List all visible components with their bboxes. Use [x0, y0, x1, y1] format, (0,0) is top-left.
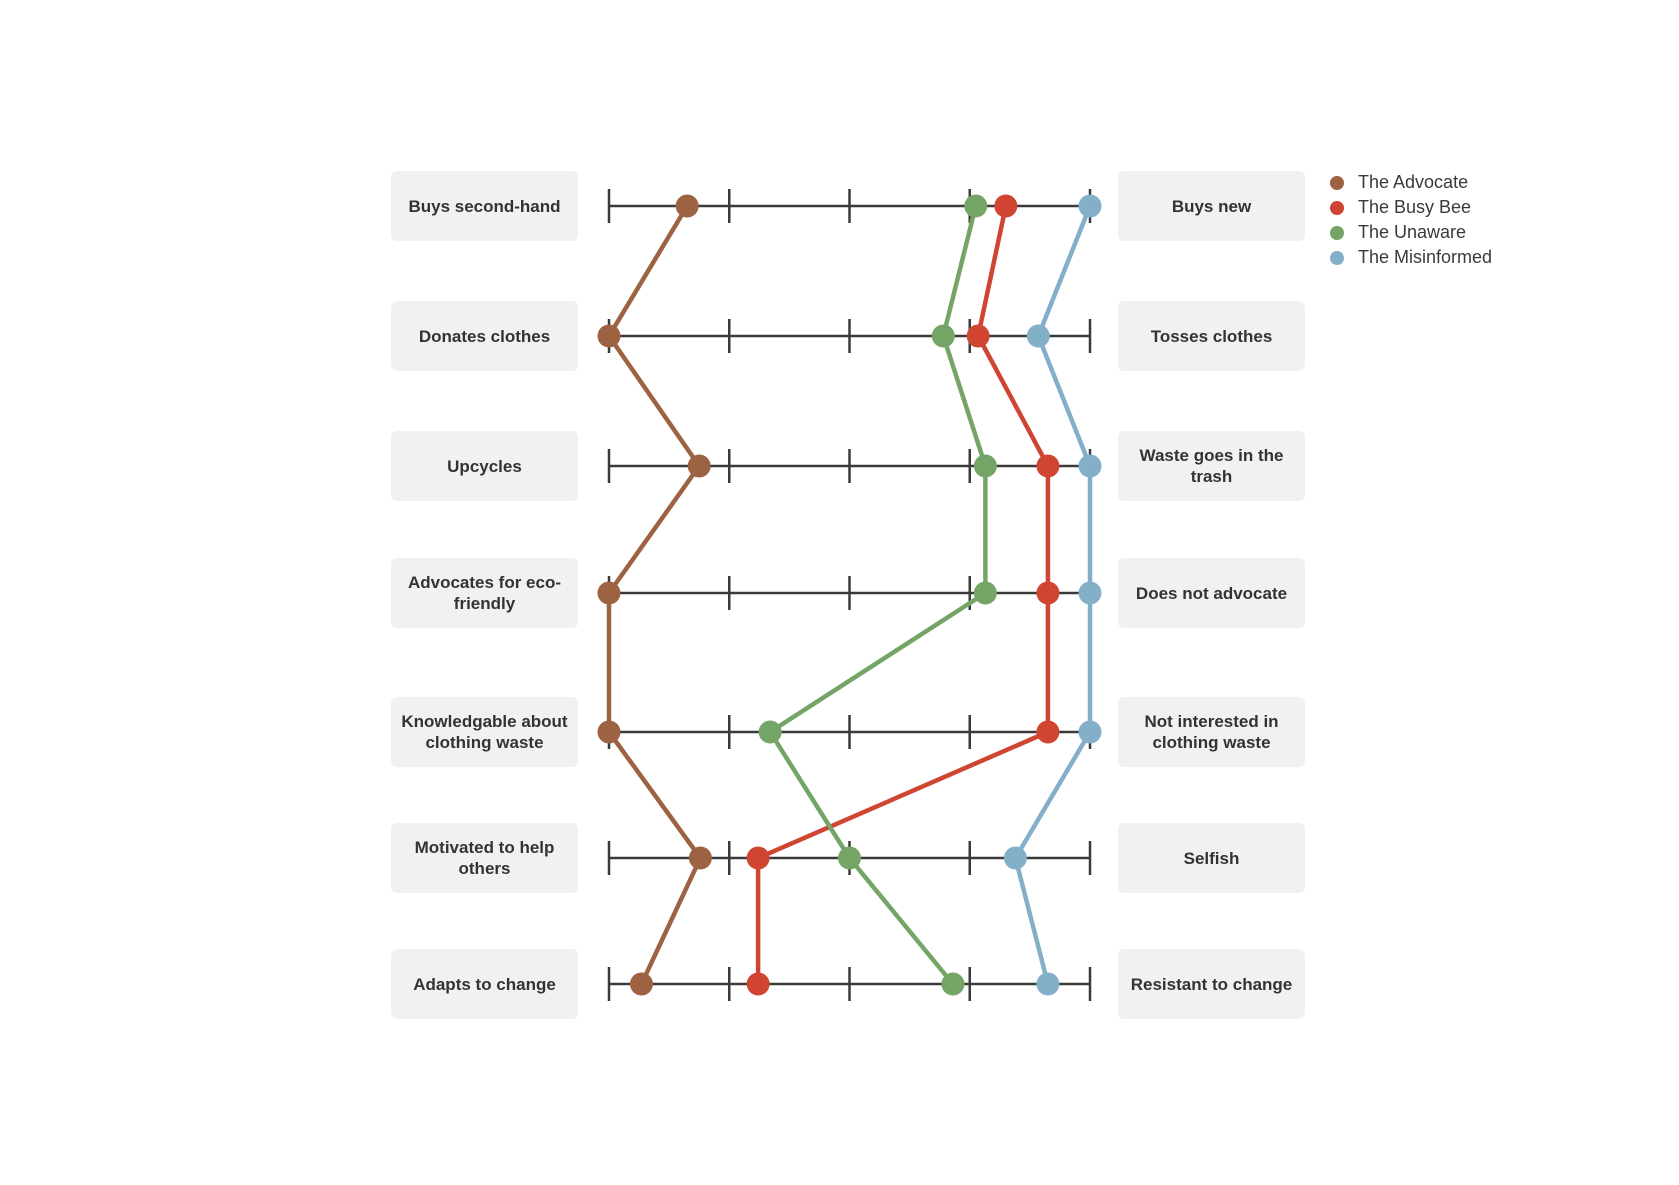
data-point [966, 324, 990, 348]
data-point [973, 581, 997, 605]
trait-label-left: Adapts to change [391, 949, 578, 1019]
trait-label-right: Resistant to change [1118, 949, 1305, 1019]
data-point [1026, 324, 1050, 348]
trait-label-left: Knowledgable about clothing waste [391, 697, 578, 767]
legend-marker-icon [1330, 250, 1344, 265]
data-point [597, 720, 621, 744]
data-point [1036, 720, 1060, 744]
data-point [1078, 720, 1102, 744]
data-point [1078, 454, 1102, 478]
trait-label-right: Tosses clothes [1118, 301, 1305, 371]
data-point [838, 846, 861, 870]
data-point [597, 581, 621, 605]
trait-label-left: Upcycles [391, 431, 578, 501]
legend-label: The Unaware [1358, 222, 1467, 242]
data-point [597, 324, 621, 348]
series-line-the-advocate [606, 204, 703, 985]
axes-layer [607, 189, 1092, 1001]
legend-item: The Busy Bee [1330, 195, 1492, 220]
trait-label-right: Does not advocate [1118, 558, 1305, 628]
data-point [931, 324, 955, 348]
data-point [941, 972, 965, 996]
trait-label-left: Donates clothes [391, 301, 578, 371]
trait-label-left: Buys second-hand [391, 171, 578, 241]
series-line-the-unaware [767, 205, 988, 986]
data-point [994, 194, 1018, 218]
data-point [964, 194, 988, 218]
legend-label: The Advocate [1358, 172, 1469, 192]
legend-item: The Advocate [1330, 170, 1492, 195]
data-point [1078, 581, 1102, 605]
legend-label: The Misinformed [1358, 247, 1493, 267]
data-point [675, 194, 699, 218]
trait-label-left: Motivated to help others [391, 823, 578, 893]
legend-marker-icon [1330, 200, 1344, 215]
data-point [1003, 846, 1027, 870]
data-point [687, 454, 711, 478]
data-point [973, 454, 997, 478]
legend-item: The Misinformed [1330, 245, 1492, 270]
legend: The Advocate The Busy Bee The Unaware The M… [1330, 170, 1492, 270]
trait-label-left: Advocates for eco-friendly [391, 558, 578, 628]
trait-label-right: Selfish [1118, 823, 1305, 893]
trait-label-right: Waste goes in the trash [1118, 431, 1305, 501]
data-point [688, 846, 712, 870]
series-points-layer [597, 194, 1102, 996]
data-point [1036, 454, 1060, 478]
data-point [1078, 194, 1102, 218]
data-point [629, 972, 653, 996]
data-point [1036, 972, 1060, 996]
data-point [1036, 581, 1060, 605]
data-point [746, 846, 770, 870]
legend-marker-icon [1330, 175, 1344, 190]
legend-item: The Unaware [1330, 220, 1492, 245]
data-point [758, 720, 782, 744]
trait-label-right: Not interested in clothing waste [1118, 697, 1305, 767]
series-line-the-busy-bee [755, 205, 1051, 984]
legend-marker-icon [1330, 225, 1344, 240]
legend-label: The Busy Bee [1358, 197, 1472, 217]
trait-label-right: Buys new [1118, 171, 1305, 241]
data-point [746, 972, 770, 996]
